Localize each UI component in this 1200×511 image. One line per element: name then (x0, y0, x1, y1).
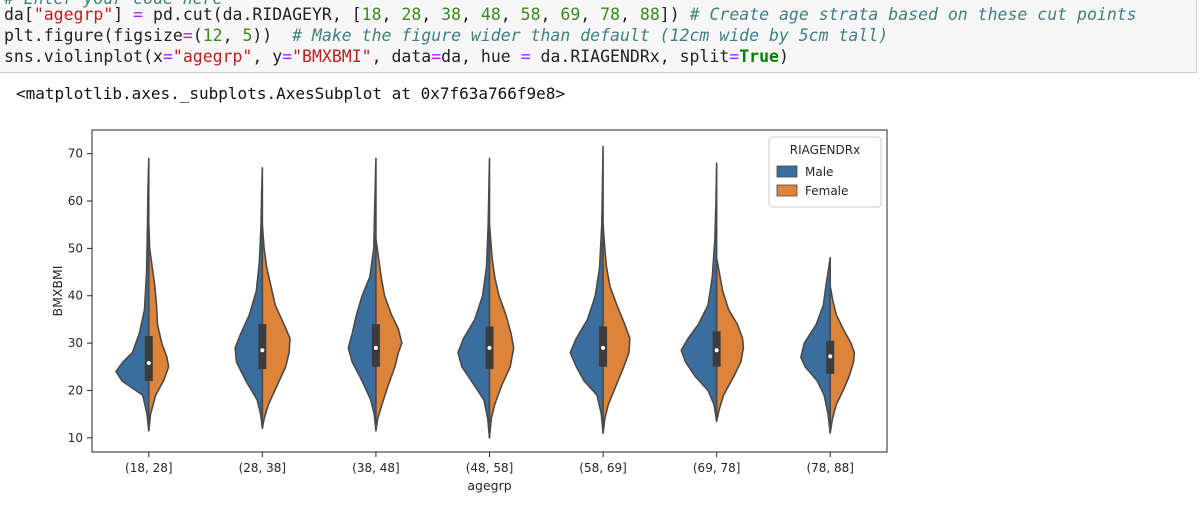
y-tick-label: 20 (68, 383, 83, 397)
violin-half-female (488, 223, 515, 439)
code-token: ]) (659, 5, 690, 24)
code-string: "BMXBMI" (292, 47, 372, 66)
code-token: , (500, 5, 521, 24)
x-tick-label: (38, 48] (352, 461, 400, 475)
quartile-box (371, 324, 380, 367)
quartile-box (144, 335, 153, 381)
code-token: sns.violinplot(x (4, 47, 163, 66)
code-number: 78 (600, 5, 621, 24)
x-tick-label: (28, 38] (239, 461, 287, 475)
code-line-3: sns.violinplot(x="agegrp", y="BMXBMI", d… (4, 47, 789, 67)
code-token: da, hue (441, 47, 521, 66)
legend-swatch (776, 165, 798, 178)
median-dot (828, 354, 833, 359)
legend-label: Male (805, 165, 833, 179)
y-tick-label: 50 (68, 241, 83, 255)
violin-half-male (680, 162, 718, 423)
y-axis-label: BMXBMI (50, 266, 65, 317)
legend-label: Female (805, 184, 848, 198)
y-tick-label: 10 (68, 431, 83, 445)
legend-title: RIAGENDRx (790, 143, 860, 157)
violin-half-female (147, 223, 170, 432)
code-number: 38 (441, 5, 462, 24)
code-token: , (421, 5, 442, 24)
x-axis-label: agegrp (467, 478, 511, 493)
x-tick-label: (18, 28] (125, 461, 173, 475)
y-tick-label: 40 (68, 289, 83, 303)
code-operator: = (520, 47, 531, 66)
code-operator: = (282, 47, 293, 66)
code-operator: = (431, 47, 442, 66)
code-token: , (620, 5, 640, 24)
code-number: 69 (560, 5, 581, 24)
x-tick-label: (48, 58] (466, 461, 514, 475)
code-comment: # Make the figure wider than default (12… (292, 26, 889, 45)
code-line-0: # Enter your code here (4, 0, 223, 9)
violin-half-female (829, 285, 856, 434)
code-token: , (381, 5, 402, 24)
code-comment: # Create age strata based on these cut p… (689, 5, 1137, 24)
code-token: , data (371, 47, 432, 66)
median-dot (601, 345, 606, 350)
code-cell-input[interactable]: # Enter your code here da["agegrp"] = pd… (0, 0, 1197, 73)
code-number: 18 (361, 5, 382, 24)
code-string: "agegrp" (172, 47, 253, 66)
code-number: 88 (639, 5, 660, 24)
median-dot (714, 348, 719, 353)
code-operator: = (729, 47, 740, 66)
code-number: 12 (202, 26, 223, 45)
y-tick-label: 60 (68, 194, 83, 208)
code-token: , (222, 26, 243, 45)
violin-half-male (234, 167, 264, 430)
violin-half-male (115, 157, 150, 432)
x-tick-label: (69, 78] (693, 461, 741, 475)
cell-output-text: <matplotlib.axes._subplots.AxesSubplot a… (16, 84, 566, 103)
code-token: da[ (4, 5, 34, 24)
violin-half-male (457, 157, 491, 439)
code-number: 48 (480, 5, 501, 24)
code-token: ) (778, 47, 789, 66)
code-token: ( (192, 26, 203, 45)
code-line-2: plt.figure(figsize=(12, 5)) # Make the f… (4, 26, 888, 46)
median-dot (260, 348, 265, 353)
code-token: da.RIAGENDRx, split (530, 47, 730, 66)
y-tick-label: 30 (68, 336, 83, 350)
code-token: , (461, 5, 481, 24)
code-token: ] (113, 5, 134, 24)
quartile-box (258, 324, 267, 370)
code-operator: = (182, 26, 193, 45)
code-token: plt.figure(figsize (4, 26, 183, 45)
median-dot (146, 360, 151, 365)
y-tick-label: 70 (68, 147, 83, 161)
code-comment: # Enter your code here (4, 0, 223, 8)
violin-plot: 10 20 30 40 50 60 70 (18, 28] (28, 38] (38, 48] (4… (50, 129, 888, 493)
code-token: )) (252, 26, 293, 45)
median-dot (487, 345, 492, 350)
median-dot (373, 345, 378, 350)
code-number: 28 (401, 5, 422, 24)
x-tick-label: (78, 88] (806, 461, 854, 475)
code-number: 5 (242, 26, 253, 45)
code-token: , y (252, 47, 283, 66)
violin-half-female (261, 223, 291, 430)
violin-half-female (602, 223, 631, 434)
code-token: pd.cut(da.RIDAGEYR, [ (143, 5, 362, 24)
code-operator: = (133, 5, 144, 24)
legend-swatch (776, 184, 798, 197)
code-token: , (580, 5, 601, 24)
violin-half-male (800, 257, 832, 434)
violin-half-male (347, 157, 377, 432)
code-token: , (540, 5, 561, 24)
violin-half-male (569, 145, 604, 434)
code-line-1: da["agegrp"] = pd.cut(da.RIDAGEYR, [18, … (4, 5, 1137, 25)
violin-half-female (715, 257, 745, 423)
code-string: "agegrp" (33, 5, 114, 24)
violin-half-female (375, 238, 403, 432)
code-operator: = (162, 47, 173, 66)
code-number: 58 (520, 5, 541, 24)
x-tick-label: (58, 69] (579, 461, 627, 475)
code-keyword: True (739, 47, 779, 66)
